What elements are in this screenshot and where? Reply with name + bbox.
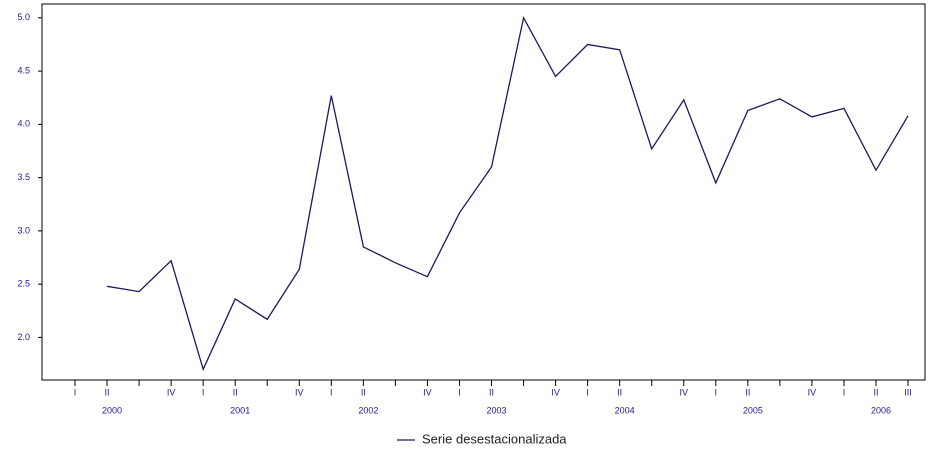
x-tick-label: II <box>361 387 366 397</box>
year-label: 2003 <box>487 405 507 415</box>
x-tick-label: I <box>458 387 461 397</box>
data-line <box>106 15 909 372</box>
x-tick-label: I <box>330 387 333 397</box>
y-tick-label: 4.0 <box>17 119 30 129</box>
x-tick-label: II <box>105 387 110 397</box>
y-tick-label: 3.0 <box>17 225 30 235</box>
x-tick-label: I <box>202 387 205 397</box>
plot-frame <box>41 3 926 381</box>
x-tick-label: IV <box>680 387 689 397</box>
x-tick-label: IV <box>423 387 432 397</box>
legend-label: Serie desestacionalizada <box>422 431 567 446</box>
x-tick-label: I <box>715 387 718 397</box>
y-tick-label: 5.0 <box>17 12 30 22</box>
y-tick-label: 2.5 <box>17 279 30 289</box>
x-tick-label: II <box>873 387 878 397</box>
x-tick-label: II <box>745 387 750 397</box>
year-label: 2000 <box>102 405 122 415</box>
y-tick-label: 3.5 <box>17 172 30 182</box>
x-tick-label: IV <box>167 387 176 397</box>
y-tick-label: 4.5 <box>17 65 30 75</box>
y-tick-label: 2.0 <box>17 332 30 342</box>
year-label: 2002 <box>358 405 378 415</box>
year-label: 2006 <box>871 405 891 415</box>
x-tick-label: IV <box>551 387 560 397</box>
year-label: 2004 <box>615 405 635 415</box>
x-tick-label: I <box>843 387 846 397</box>
x-tick-label: II <box>489 387 494 397</box>
x-tick-label: IV <box>295 387 304 397</box>
year-label: 2005 <box>743 405 763 415</box>
x-tick-label: II <box>233 387 238 397</box>
x-tick-label: IV <box>808 387 817 397</box>
x-tick-label: III <box>904 387 912 397</box>
year-label: 2001 <box>230 405 250 415</box>
x-tick-label: II <box>617 387 622 397</box>
x-tick-label: I <box>586 387 589 397</box>
x-tick-label: I <box>74 387 77 397</box>
